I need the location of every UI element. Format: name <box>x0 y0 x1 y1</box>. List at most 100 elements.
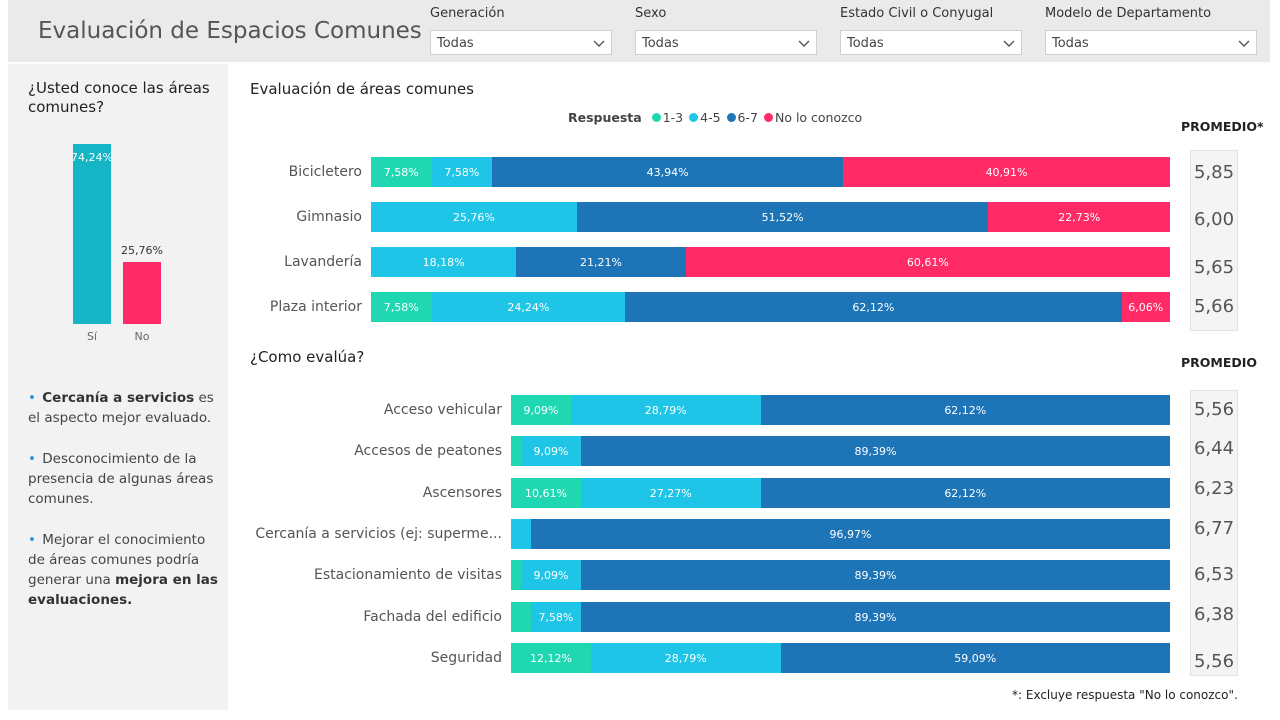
legend-item: No lo conozco <box>774 110 863 125</box>
row-label: Ascensores <box>422 485 502 501</box>
knows-bar-0 <box>73 144 111 324</box>
knows-bar-label: 25,76% <box>121 243 163 257</box>
bullet-icon: • <box>28 451 41 467</box>
bar-segment: 27,27% <box>580 478 761 508</box>
filter-value: Todas <box>1052 36 1089 51</box>
promedio-value: 6,00 <box>1193 209 1235 230</box>
filter-label: Modelo de Departamento <box>1045 6 1212 21</box>
bar-segment <box>511 436 522 466</box>
bar-value-label: 7,58% <box>538 610 574 624</box>
note-text: Mejorar el conocimiento de áreas comunes… <box>28 532 206 588</box>
bar-row: 9,09% 89,39% <box>511 436 1170 466</box>
page-title: Evaluación de Espacios Comunes <box>38 18 422 44</box>
bar-value-label: 59,09% <box>954 651 997 665</box>
filter-2: Estado Civil o Conyugal Todas <box>840 6 1022 55</box>
filter-dropdown[interactable]: Todas <box>430 30 612 55</box>
row-label: Estacionamiento de visitas <box>313 567 502 583</box>
bar-value-label: 21,21% <box>580 255 622 269</box>
bar-segment: 62,12% <box>760 478 1170 508</box>
bar-segment: 40,91% <box>843 157 1170 187</box>
note-bold: mejora en las evaluaciones. <box>28 572 218 608</box>
bar-segment: 12,12% <box>511 643 591 673</box>
filter-label: Sexo <box>635 6 667 21</box>
bar-value-label: 60,61% <box>906 255 949 269</box>
bar-segment: 89,39% <box>580 602 1170 632</box>
knows-bar-label: 74,24% <box>71 151 113 164</box>
bar-value-label: 96,97% <box>829 527 872 541</box>
legend-item: 6-7 <box>737 110 758 125</box>
legend-item: 1-3 <box>662 110 684 125</box>
legend-dot-icon <box>689 113 699 122</box>
chevron-down-icon[interactable] <box>1238 37 1250 47</box>
bar-value-label: 9,09% <box>523 403 559 417</box>
note-2: • Mejorar el conocimiento de áreas comun… <box>28 530 224 610</box>
bar-row: 10,61% 27,27% 62,12% <box>511 478 1170 508</box>
bar-segment: 62,12% <box>625 292 1122 322</box>
legend-title: Respuesta <box>568 110 642 125</box>
promedio-box-areas <box>1190 150 1238 331</box>
bar-value-label: 51,52% <box>761 210 804 224</box>
filter-dropdown[interactable]: Todas <box>635 30 817 55</box>
filter-label: Generación <box>430 6 505 21</box>
bar-value-label: 18,18% <box>422 255 465 269</box>
row-label: Cercanía a servicios (ej: superme... <box>255 526 502 542</box>
promedio-value: 6,38 <box>1193 604 1235 625</box>
bar-segment: 25,76% <box>371 202 577 232</box>
bar-segment: 9,09% <box>521 560 581 590</box>
bar-value-label: 10,61% <box>524 486 567 500</box>
row-label: Gimnasio <box>296 209 362 225</box>
bar-value-label: 89,39% <box>854 610 897 624</box>
promedio-header-evalua: PROMEDIO <box>1181 355 1258 370</box>
bar-value-label: 28,79% <box>644 403 687 417</box>
filter-dropdown[interactable]: Todas <box>1045 30 1257 55</box>
bar-value-label: 89,39% <box>854 568 897 582</box>
chevron-down-icon[interactable] <box>593 37 605 47</box>
bar-value-label: 6,06% <box>1128 300 1164 314</box>
bar-row: 7,58% 7,58% 43,94% 40,91% <box>371 157 1170 187</box>
bar-segment: 51,52% <box>576 202 989 232</box>
filter-dropdown[interactable]: Todas <box>840 30 1022 55</box>
bullet-icon: • <box>28 532 41 548</box>
knows-category-label: Sí <box>86 330 98 343</box>
bar-value-label: 62,12% <box>944 486 987 500</box>
bar-segment: 60,61% <box>685 247 1170 277</box>
bar-value-label: 28,79% <box>664 651 707 665</box>
promedio-value: 5,56 <box>1193 651 1235 672</box>
areas-title: Evaluación de áreas comunes <box>250 80 474 98</box>
knows-bar-1 <box>123 261 161 324</box>
knows-category-label: No <box>134 330 150 343</box>
promedio-value: 5,85 <box>1193 162 1235 183</box>
bar-segment <box>511 560 522 590</box>
promedio-value: 6,77 <box>1193 518 1235 539</box>
bar-value-label: 12,12% <box>529 651 572 665</box>
bar-segment: 43,94% <box>492 157 844 187</box>
chevron-down-icon[interactable] <box>798 37 810 47</box>
bar-row: 25,76% 51,52% 22,73% <box>371 202 1170 232</box>
note-1: • Desconocimiento de la presencia de alg… <box>28 449 224 509</box>
bar-segment: 28,79% <box>590 643 781 673</box>
row-label: Bicicletero <box>288 164 362 180</box>
bar-row: 9,09% 28,79% 62,12% <box>511 395 1170 425</box>
bar-segment: 7,58% <box>371 292 432 322</box>
bar-row: 9,09% 89,39% <box>511 560 1170 590</box>
bar-segment: 18,18% <box>371 247 517 277</box>
bar-segment: 6,06% <box>1121 292 1170 322</box>
row-label: Fachada del edificio <box>363 609 502 625</box>
legend-dot-icon <box>651 113 661 122</box>
bar-value-label: 9,09% <box>533 444 569 458</box>
promedio-value: 5,66 <box>1193 296 1235 317</box>
promedio-value: 5,56 <box>1193 399 1235 420</box>
bar-segment: 22,73% <box>988 202 1170 232</box>
bar-segment: 9,09% <box>511 395 571 425</box>
row-label: Lavandería <box>284 254 362 270</box>
filter-value: Todas <box>437 36 474 51</box>
bar-value-label: 89,39% <box>854 444 897 458</box>
bar-value-label: 7,58% <box>383 165 419 179</box>
filter-value: Todas <box>642 36 679 51</box>
filter-3: Modelo de Departamento Todas <box>1045 6 1257 55</box>
filter-value: Todas <box>847 36 884 51</box>
knows-question: ¿Usted conoce las áreas comunes? <box>28 79 210 116</box>
bar-value-label: 62,12% <box>852 300 895 314</box>
chevron-down-icon[interactable] <box>1003 37 1015 47</box>
bar-segment: 59,09% <box>780 643 1170 673</box>
